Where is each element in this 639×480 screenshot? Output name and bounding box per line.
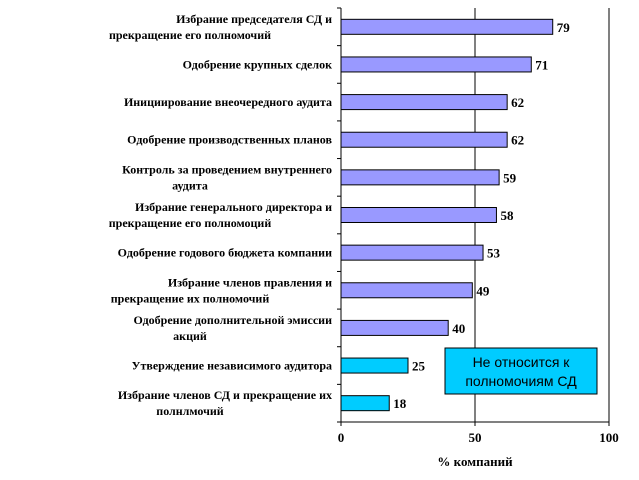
category-label-1-line-0: Одобрение крупных сделок: [183, 57, 332, 71]
category-label-2-line-0: Инициирование внеочередного аудита: [124, 95, 332, 109]
category-label-6-line-0: Одобрение годового бюджета компании: [118, 246, 332, 260]
category-labels: Избрание председателя СД и прекращение ег…: [109, 12, 333, 418]
bar-1: [340, 56, 532, 73]
category-label-3-line-0: Одобрение производственных планов: [127, 133, 332, 147]
bar-2: [340, 94, 508, 111]
category-label-7-line-0: Избрание членов правления и: [168, 275, 332, 289]
value-label-5: 58: [500, 208, 514, 223]
bar-0: [340, 18, 554, 35]
x-axis-title: % компаний: [437, 454, 513, 469]
bar-10: [340, 395, 390, 412]
value-label-2: 62: [511, 95, 524, 110]
note-box-background: [444, 347, 598, 395]
category-label-8-line-1: акций: [173, 329, 207, 343]
value-label-6: 53: [487, 246, 501, 261]
category-label-10-line-1: полнлмочий: [156, 404, 224, 418]
value-label-1: 71: [535, 57, 548, 72]
value-label-9: 25: [412, 359, 426, 374]
category-label-4-line-1: аудита: [172, 178, 208, 192]
category-label-8-line-0: Одобрение дополнительной эмиссии: [133, 313, 332, 327]
category-label-7-line-1: прекращение их полномочий: [111, 291, 270, 305]
category-label-10-line-0: Избрание членов СД и прекращение их: [118, 388, 332, 402]
value-labels: 79 71 62 62 59 58 53 49 40 25 18: [393, 20, 570, 411]
value-label-7: 49: [476, 283, 490, 298]
x-tick-label-1: 50: [469, 430, 482, 445]
bar-5: [340, 207, 497, 223]
value-label-10: 18: [393, 396, 407, 411]
x-axis-ticks: 0 50 100: [338, 422, 619, 445]
note-line-1: Не относится к: [473, 354, 571, 370]
bar-8: [340, 319, 449, 336]
value-label-3: 62: [511, 133, 524, 148]
note-line-2: полномочиям СД: [465, 373, 577, 389]
category-label-0-line-0: Избрание председателя СД и: [176, 12, 332, 26]
bar-3: [340, 131, 508, 148]
bar-7: [340, 282, 473, 299]
value-label-0: 79: [557, 20, 571, 35]
category-label-9-line-0: Утверждение независимого аудитора: [132, 359, 332, 373]
value-label-4: 59: [503, 170, 517, 185]
x-tick-label-2: 100: [599, 430, 619, 445]
bars: [340, 18, 554, 412]
bar-4: [340, 169, 500, 186]
note-box: Не относится к полномочиям СД: [444, 347, 598, 395]
category-label-4-line-0: Контроль за проведением внутреннего: [122, 162, 332, 176]
bar-9: [340, 357, 409, 374]
value-label-8: 40: [452, 321, 465, 336]
bar-6: [340, 244, 484, 261]
category-label-5-line-0: Избрание генерального директора и: [135, 200, 332, 214]
x-tick-label-0: 0: [338, 430, 345, 445]
category-label-5-line-1: прекращение его полномоций: [109, 216, 272, 230]
category-label-0-line-1: прекращение его полномочий: [109, 28, 271, 42]
